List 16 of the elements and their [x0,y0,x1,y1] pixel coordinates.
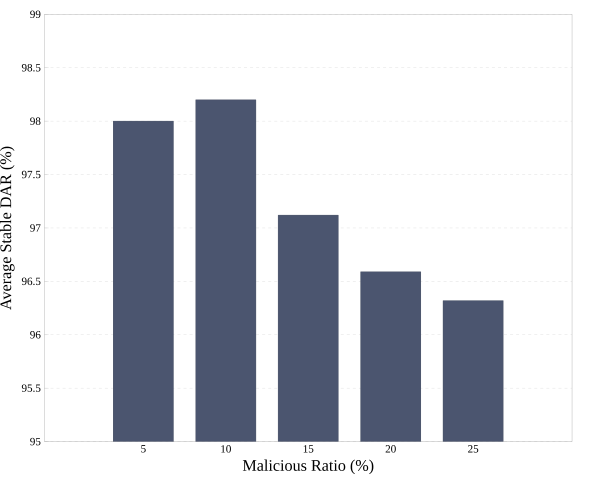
x-tick-label: 15 [304,445,314,452]
y-tick-label: 96.5 [22,277,40,285]
x-tick-label: 20 [386,445,396,452]
x-axis-title: Malicious Ratio (%) [242,459,374,474]
x-tick-label: 10 [221,445,231,452]
x-tick-label: 25 [468,445,478,452]
y-tick-label: 99 [30,10,40,18]
y-tick-label: 97.5 [22,170,40,178]
y-tick-label: 96 [30,330,41,338]
y-tick-label: 97 [30,224,41,232]
y-axis-title: Average Stable DAR (%) [0,146,15,310]
y-tick-label: 95.5 [22,384,40,392]
y-tick-label: 98 [30,117,40,125]
y-tick-label: 95 [30,438,40,446]
y-tick-label: 98.5 [22,64,40,72]
x-tick-label: 5 [141,445,146,452]
